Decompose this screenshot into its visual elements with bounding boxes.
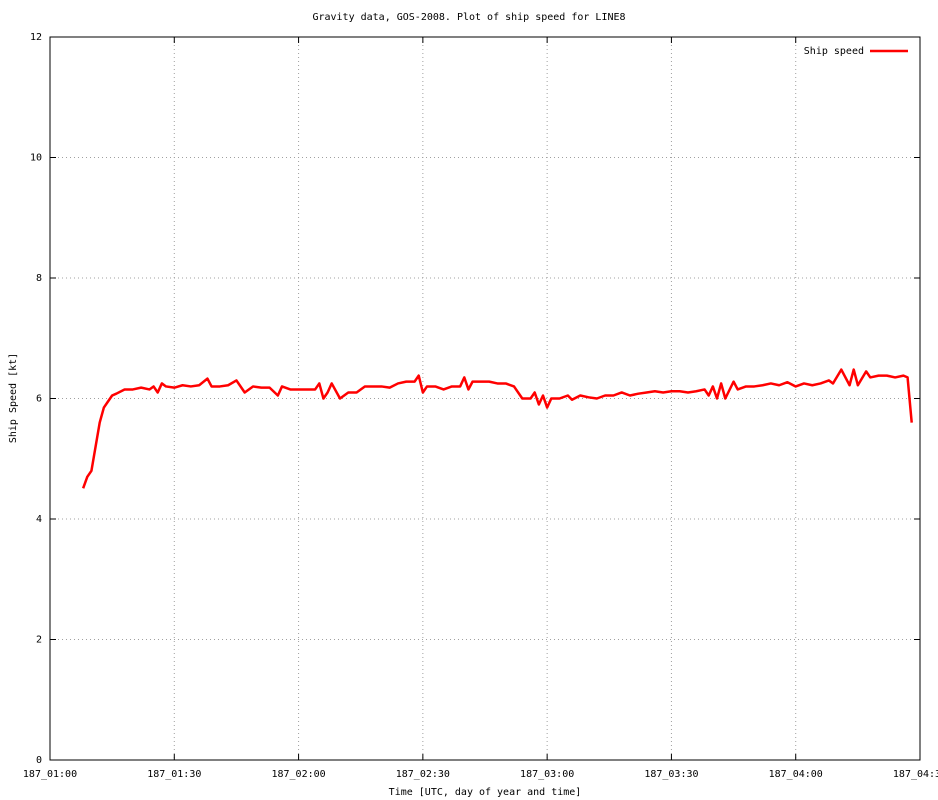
x-tick-label: 187_03:00 bbox=[520, 769, 574, 780]
x-tick-label: 187_01:00 bbox=[23, 769, 77, 780]
x-tick-label: 187_02:00 bbox=[271, 769, 325, 780]
data-line bbox=[81, 368, 913, 489]
chart-title: Gravity data, GOS-2008. Plot of ship spe… bbox=[312, 12, 625, 23]
plot-frame bbox=[49, 36, 921, 761]
y-tick-label: 0 bbox=[36, 755, 42, 766]
y-axis-label: Ship Speed [kt] bbox=[8, 353, 19, 443]
x-tick-label: 187_03:30 bbox=[644, 769, 698, 780]
x-tick-label: 187_04:00 bbox=[769, 769, 823, 780]
y-tick-label: 4 bbox=[36, 514, 42, 525]
y-tick-label: 8 bbox=[36, 273, 42, 284]
y-tick-label: 2 bbox=[36, 635, 42, 646]
y-tick-label: 12 bbox=[30, 32, 42, 43]
legend-label: Ship speed bbox=[804, 46, 864, 57]
x-tick-label: 187_02:30 bbox=[396, 769, 450, 780]
x-axis-label: Time [UTC, day of year and time] bbox=[389, 787, 582, 798]
x-tick-label: 187_01:30 bbox=[147, 769, 201, 780]
y-tick-label: 6 bbox=[36, 394, 42, 405]
x-tick-label: 187_04:30 bbox=[893, 769, 938, 780]
y-tick-label: 10 bbox=[30, 153, 42, 164]
